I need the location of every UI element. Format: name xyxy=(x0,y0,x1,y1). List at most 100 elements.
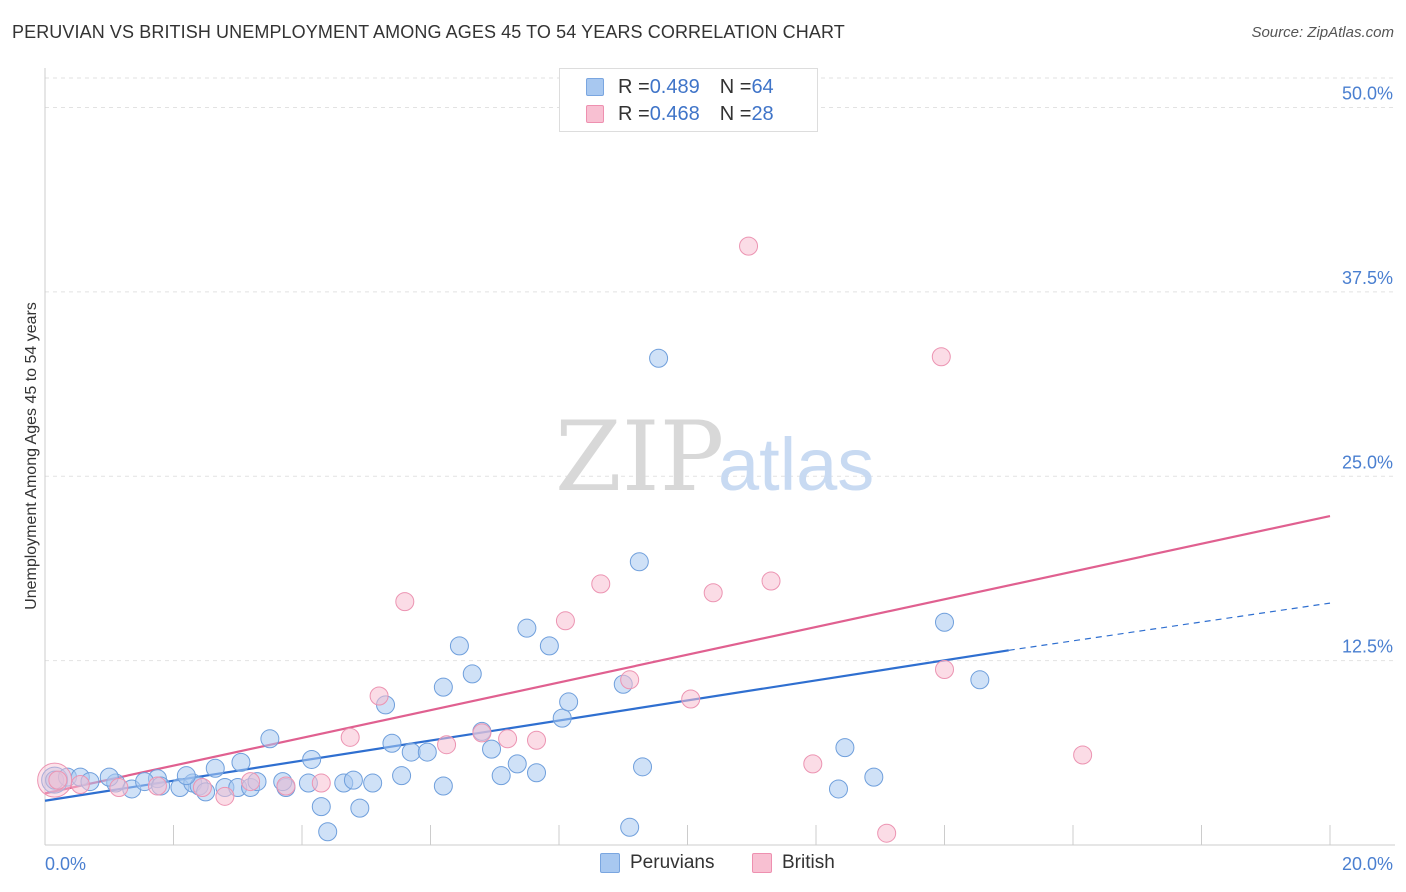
legend-n-value: 28 xyxy=(751,102,774,125)
bottom-legend-label-british: British xyxy=(782,852,835,873)
data-point xyxy=(931,347,951,367)
legend-r-value: 0.489 xyxy=(649,75,700,98)
legend-r-value: 0.468 xyxy=(649,102,700,125)
legend-row-peruvians: R = 0.489 N = 64 xyxy=(586,75,774,99)
watermark: ZIP atlas xyxy=(555,401,874,513)
data-point xyxy=(437,735,457,755)
legend-n-label: N = xyxy=(719,102,752,125)
data-point xyxy=(498,729,518,749)
data-point xyxy=(629,552,649,572)
data-point xyxy=(392,766,412,786)
data-point xyxy=(1073,745,1093,765)
series-british xyxy=(37,236,1093,843)
tick-labels: 12.5% 25.0% 37.5% 50.0% 0.0% 20.0% xyxy=(45,84,1393,875)
data-point xyxy=(231,752,251,772)
x-tick-label: 20.0% xyxy=(1342,854,1393,874)
source-label: Source: ZipAtlas.com xyxy=(1251,24,1394,41)
y-tick-label: 25.0% xyxy=(1342,452,1393,472)
data-point xyxy=(482,739,502,759)
trend-line-british xyxy=(44,514,1331,795)
data-point xyxy=(369,686,389,706)
data-point xyxy=(739,236,759,256)
data-point xyxy=(803,754,823,774)
data-point xyxy=(591,574,611,594)
data-point xyxy=(935,659,954,679)
data-point xyxy=(340,727,360,747)
gridlines xyxy=(45,77,1395,662)
data-point xyxy=(343,770,363,790)
x-tick-label: 0.0% xyxy=(45,854,86,874)
legend-n-value: 64 xyxy=(751,75,774,98)
data-point xyxy=(620,817,640,837)
data-point xyxy=(276,776,296,796)
data-point xyxy=(215,786,235,806)
data-point xyxy=(552,708,572,728)
data-point xyxy=(864,767,884,787)
trend-line-peruvians xyxy=(44,649,1009,802)
bottom-legend-swatch-peruvians xyxy=(600,853,620,873)
data-point xyxy=(311,797,331,817)
data-point xyxy=(48,770,68,790)
data-point xyxy=(620,670,640,690)
data-point xyxy=(703,583,723,603)
data-point xyxy=(935,612,954,632)
data-point xyxy=(681,689,701,709)
data-point xyxy=(649,348,669,368)
legend-r-label: R = xyxy=(618,102,650,125)
data-point xyxy=(147,776,167,796)
data-point xyxy=(176,766,196,786)
trend-extension-peruvians xyxy=(1008,602,1331,651)
chart-title: PERUVIAN VS BRITISH UNEMPLOYMENT AMONG A… xyxy=(12,22,845,42)
legend-row-british: R = 0.468 N = 28 xyxy=(586,102,774,126)
data-point xyxy=(633,757,653,777)
watermark-zip: ZIP xyxy=(555,401,724,513)
bottom-legend-peruvians: Peruvians xyxy=(600,852,715,874)
data-point xyxy=(761,571,781,591)
axes xyxy=(44,68,1395,846)
data-point xyxy=(472,723,492,743)
data-point xyxy=(395,592,415,612)
data-point xyxy=(527,763,547,783)
legend-swatch-british xyxy=(586,105,604,123)
data-points xyxy=(37,236,1093,843)
data-point xyxy=(311,773,331,793)
legend-swatch-peruvians xyxy=(586,78,604,96)
data-point xyxy=(433,776,453,796)
legend-r-label: R = xyxy=(618,75,650,98)
data-point xyxy=(559,692,579,712)
y-tick-label: 50.0% xyxy=(1342,84,1393,104)
data-point xyxy=(507,754,527,774)
data-point xyxy=(527,730,547,750)
data-point xyxy=(539,636,559,656)
data-point xyxy=(555,611,575,631)
y-tick-label: 12.5% xyxy=(1342,637,1393,657)
data-point xyxy=(318,822,338,842)
trend-lines xyxy=(44,514,1331,802)
data-point xyxy=(363,773,383,793)
data-point xyxy=(401,742,421,762)
legend: R = 0.489 N = 64 R = 0.468 N = 28 xyxy=(559,68,818,132)
data-point xyxy=(417,742,437,762)
data-point xyxy=(970,670,990,690)
data-point xyxy=(350,798,370,818)
data-point xyxy=(382,733,402,753)
bottom-legend-label-peruvians: Peruvians xyxy=(630,852,715,873)
bottom-legend-british: British xyxy=(752,852,835,874)
data-point xyxy=(109,777,129,797)
data-point xyxy=(433,677,453,697)
data-point xyxy=(241,772,261,792)
data-point xyxy=(260,729,280,749)
y-axis-label: Unemployment Among Ages 45 to 54 years xyxy=(23,302,40,610)
legend-n-label: N = xyxy=(719,75,752,98)
data-point xyxy=(517,618,537,638)
data-point xyxy=(70,775,90,795)
data-point xyxy=(835,738,855,758)
data-point xyxy=(828,779,848,799)
data-point xyxy=(462,664,482,684)
data-point xyxy=(491,766,511,786)
bottom-legend-swatch-british xyxy=(752,853,772,873)
data-point xyxy=(877,823,897,843)
data-point xyxy=(302,749,322,769)
y-tick-label: 37.5% xyxy=(1342,268,1393,288)
